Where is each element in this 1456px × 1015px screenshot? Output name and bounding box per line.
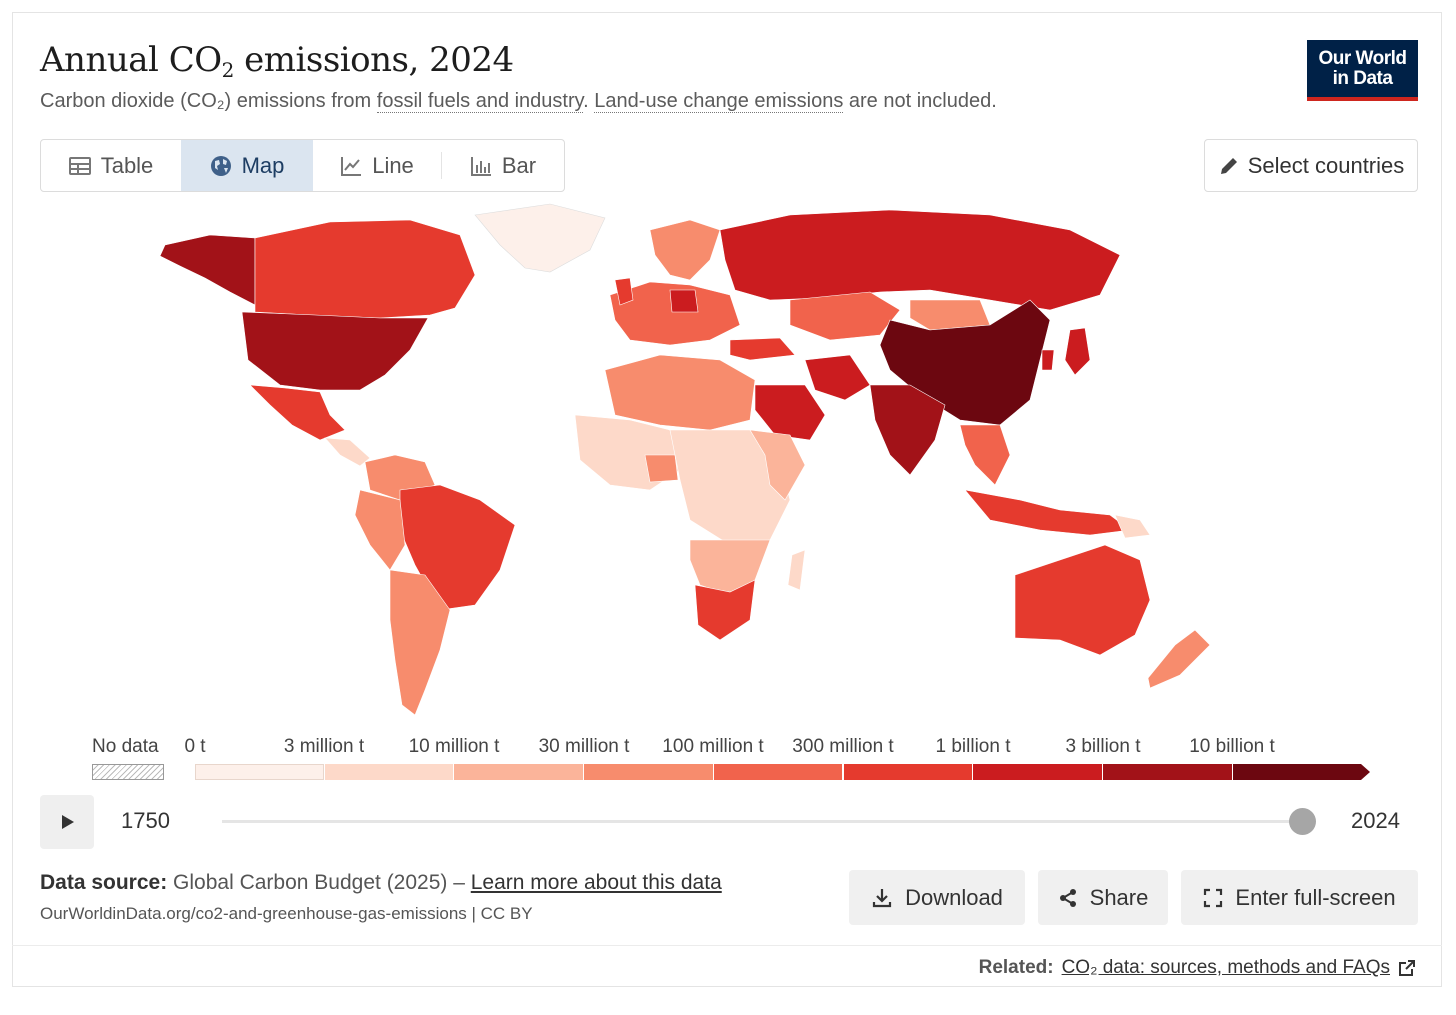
related-link-row: Related: CO₂ data: sources, methods and … [979,957,1416,979]
region-japan[interactable] [1064,327,1091,376]
region-south-africa[interactable] [694,579,756,641]
learn-more-link[interactable]: Learn more about this data [470,871,722,894]
download-button[interactable]: Download [849,870,1025,925]
share-button[interactable]: Share [1038,870,1168,925]
source-url: OurWorldinData.org/co2-and-greenhouse-ga… [40,904,533,923]
region-north-africa[interactable] [604,354,756,431]
region-russia[interactable] [719,209,1121,311]
line-chart-icon [341,156,362,176]
legend-swatch[interactable] [584,764,713,780]
share-icon [1059,888,1076,907]
region-uk[interactable] [614,277,634,306]
region-nigeria[interactable] [644,454,679,483]
legend-swatch[interactable] [454,764,584,780]
play-button[interactable] [40,795,94,849]
legend-no-data-label: No data [92,736,159,757]
legend-tick: 3 million t [283,736,365,757]
tab-bar[interactable]: Bar [442,140,564,191]
bar-chart-icon [470,156,491,176]
external-link-icon [1399,960,1415,976]
region-east-africa[interactable] [749,429,806,501]
land-use-link[interactable]: Land-use change emissions [594,90,844,113]
table-icon [68,156,91,175]
timeline-end-year: 2024 [1351,808,1400,833]
legend-tick: 30 million t [538,736,630,757]
region-papua[interactable] [1114,514,1151,539]
legend-tick: 0 t [184,736,206,757]
legend-swatch[interactable] [1102,764,1232,780]
legend-tick: 10 billion t [1189,736,1275,757]
legend-tick: 100 million t [662,736,764,757]
download-icon [872,888,892,907]
region-argentina-chile[interactable] [389,569,451,716]
fullscreen-button[interactable]: Enter full-screen [1181,870,1418,925]
legend-tick: 300 million t [792,736,894,757]
region-mongolia[interactable] [909,299,991,331]
legend-tick: 3 billion t [1065,736,1141,757]
region-western-europe[interactable] [609,281,741,346]
region-southeast-asia[interactable] [959,424,1011,486]
legend-swatch[interactable] [973,764,1102,780]
timeline-start-year: 1750 [121,808,170,833]
region-saudi-arabia[interactable] [754,384,826,441]
legend-swatch[interactable] [843,764,973,780]
region-brazil[interactable] [399,484,516,611]
legend-tick: 1 billion t [935,736,1011,757]
related-link[interactable]: CO₂ data: sources, methods and FAQs [1061,957,1390,978]
select-countries-button[interactable]: Select countries [1204,139,1418,192]
tab-map[interactable]: Map [181,140,313,191]
legend-arrow-tip [1361,764,1371,780]
legend-swatch[interactable] [1232,764,1362,780]
region-scandinavia[interactable] [649,219,721,281]
play-icon [62,815,74,829]
region-greenland[interactable] [474,203,606,273]
tab-table[interactable]: Table [41,140,181,191]
fossil-fuels-link[interactable]: fossil fuels and industry [376,90,584,113]
tab-line[interactable]: Line [313,140,441,191]
footer-divider [12,945,1442,946]
region-alaska[interactable] [159,234,256,306]
world-map[interactable] [30,200,1410,725]
timeline-handle[interactable] [1289,808,1316,835]
view-tabs: Table Map Line Bar [40,139,565,192]
region-madagascar[interactable] [787,549,806,591]
region-indonesia[interactable] [964,489,1131,536]
globe-icon [210,155,231,176]
legend-swatch[interactable] [195,764,324,780]
pencil-icon [1220,157,1237,174]
region-new-zealand[interactable] [1147,629,1211,689]
region-korea[interactable] [1041,349,1055,371]
region-mexico[interactable] [249,384,346,441]
region-iran[interactable] [804,354,871,401]
region-canada[interactable] [254,219,476,319]
legend-swatch[interactable] [713,764,843,780]
chart-subtitle: Carbon dioxide (CO₂) emissions from foss… [40,90,997,113]
region-kazakhstan[interactable] [789,291,901,341]
legend-swatch[interactable] [324,764,454,780]
region-germany[interactable] [669,289,699,313]
legend-no-data-swatch[interactable] [92,764,164,780]
region-india[interactable] [869,384,946,476]
data-source: Data source: Global Carbon Budget (2025)… [40,871,722,894]
owid-logo[interactable]: Our World in Data [1307,40,1418,101]
region-andes[interactable] [354,489,406,571]
timeline-track[interactable] [222,820,1302,823]
fullscreen-icon [1204,888,1223,907]
region-central-america[interactable] [324,437,371,467]
region-turkey[interactable] [729,337,796,361]
chart-title: Annual CO2 emissions, 2024 [40,40,514,82]
region-australia[interactable] [1014,544,1151,656]
region-usa[interactable] [241,311,429,391]
legend-tick: 10 million t [408,736,500,757]
